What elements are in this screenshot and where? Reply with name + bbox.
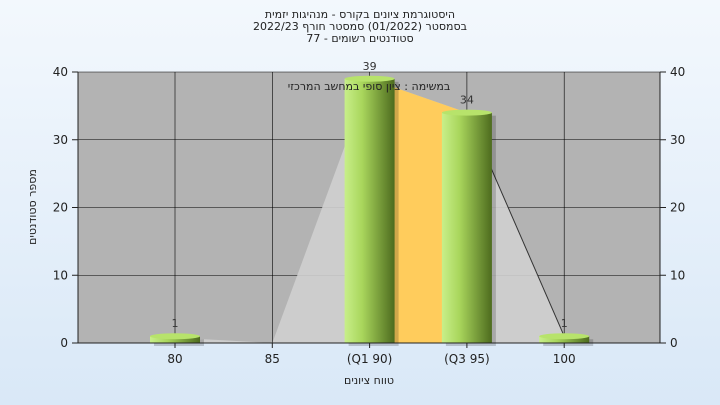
y-tick-label-left: 10 [53, 268, 68, 282]
bar [150, 336, 200, 343]
bar [344, 78, 395, 344]
x-axis-label: טווח ציונים [344, 374, 394, 387]
bar-top [441, 109, 492, 116]
chart-subtitle-2: סטודנטים רשומים - 77 [306, 32, 414, 45]
y-tick-label-left: 30 [53, 133, 68, 147]
y-tick-label-right: 10 [670, 268, 685, 282]
y-tick-label-right: 20 [670, 201, 685, 215]
x-tick-label: 85 [265, 352, 280, 366]
y-tick-label-left: 40 [53, 65, 68, 79]
annotation: במשימה : ציון סופי במחשב המרכזי [288, 80, 451, 93]
data-label: 34 [460, 94, 474, 107]
chart-subtitle-1: בסמסטר (01/2022) סמסטר חורף 2022/23 [253, 20, 467, 33]
y-axis-label: מספר סטודנטים [26, 169, 39, 245]
bar-top [344, 75, 395, 82]
y-tick-label-right: 30 [670, 133, 685, 147]
bar [441, 112, 492, 344]
y-tick-label-right: 0 [670, 336, 678, 350]
x-tick-label: 100 [553, 352, 576, 366]
chart-titles: היסטוגרמת ציונים בקורס - מנהיגות יזמית ב… [0, 9, 720, 45]
bars: 1 39 34 1 [150, 60, 594, 347]
y-tick-label-left: 20 [53, 201, 68, 215]
bar-top [539, 333, 590, 340]
data-label: 39 [363, 60, 377, 73]
bar-top [150, 333, 200, 340]
chart-title: היסטוגרמת ציונים בקורס - מנהיגות יזמית [264, 8, 456, 21]
y-tick-label-left: 0 [60, 336, 68, 350]
bar [539, 336, 590, 343]
x-tick-label: (Q3 95) [444, 352, 490, 366]
data-label: 1 [172, 317, 179, 330]
axes: 0 0 10 10 20 20 30 30 40 40 80 85 (Q1 90) (Q3 95) 100 [53, 65, 686, 366]
x-tick-label: 80 [167, 352, 182, 366]
data-label: 1 [561, 317, 568, 330]
y-tick-label-right: 40 [670, 65, 685, 79]
x-tick-label: (Q1 90) [347, 352, 393, 366]
